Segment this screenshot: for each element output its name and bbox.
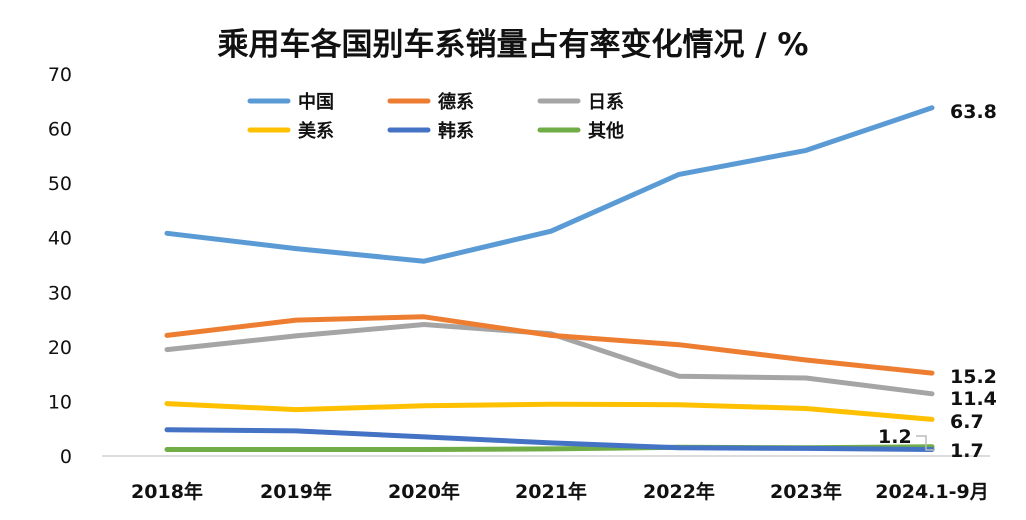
data-label: 1.2 [878, 426, 912, 448]
data-label: 63.8 [950, 101, 997, 123]
legend-label: 德系 [438, 91, 474, 113]
series-line-0 [164, 105, 935, 264]
x-tick-label: 2020年 [388, 480, 460, 503]
x-tick-label: 2018年 [131, 480, 203, 503]
y-tick-label: 10 [48, 391, 72, 413]
data-label: 11.4 [950, 388, 997, 410]
data-label: 6.7 [950, 411, 984, 433]
series-line-3 [164, 401, 935, 422]
y-tick-label: 70 [48, 64, 72, 86]
series-line-4 [164, 427, 935, 452]
y-tick-label: 60 [48, 119, 72, 141]
legend-label: 美系 [298, 120, 334, 142]
chart-title: 乘用车各国别车系销量占有率变化情况 / % [218, 27, 809, 63]
data-label: 15.2 [950, 366, 997, 388]
plot-area [164, 105, 935, 452]
y-tick-label: 40 [48, 228, 72, 250]
x-tick-label: 2023年 [770, 480, 842, 503]
legend-label: 韩系 [438, 120, 474, 142]
x-tick-label: 2022年 [643, 480, 715, 503]
x-tick-label: 2019年 [260, 480, 332, 503]
y-tick-label: 30 [48, 282, 72, 304]
y-tick-label: 0 [60, 446, 72, 468]
y-tick-label: 20 [48, 337, 72, 359]
series-line-1 [164, 314, 935, 376]
x-tick-label: 2021年 [515, 480, 587, 503]
end-labels: 63.8 15.211.46.7 1.2 1.7 [878, 101, 997, 462]
label-leader-line [916, 435, 934, 451]
x-tick-label: 2024.1-9月 [875, 481, 988, 503]
x-axis: 2018年 2019年 2020年 2021年 2022年 2023年 2024.1-9月 [102, 455, 990, 503]
y-tick-label: 50 [48, 173, 72, 195]
legend-label: 中国 [298, 91, 334, 113]
y-axis: 0 10 20 30 40 50 60 70 [48, 64, 72, 468]
legend-label: 其他 [588, 120, 624, 142]
data-label: 1.7 [950, 440, 984, 462]
legend-label: 日系 [588, 92, 624, 113]
